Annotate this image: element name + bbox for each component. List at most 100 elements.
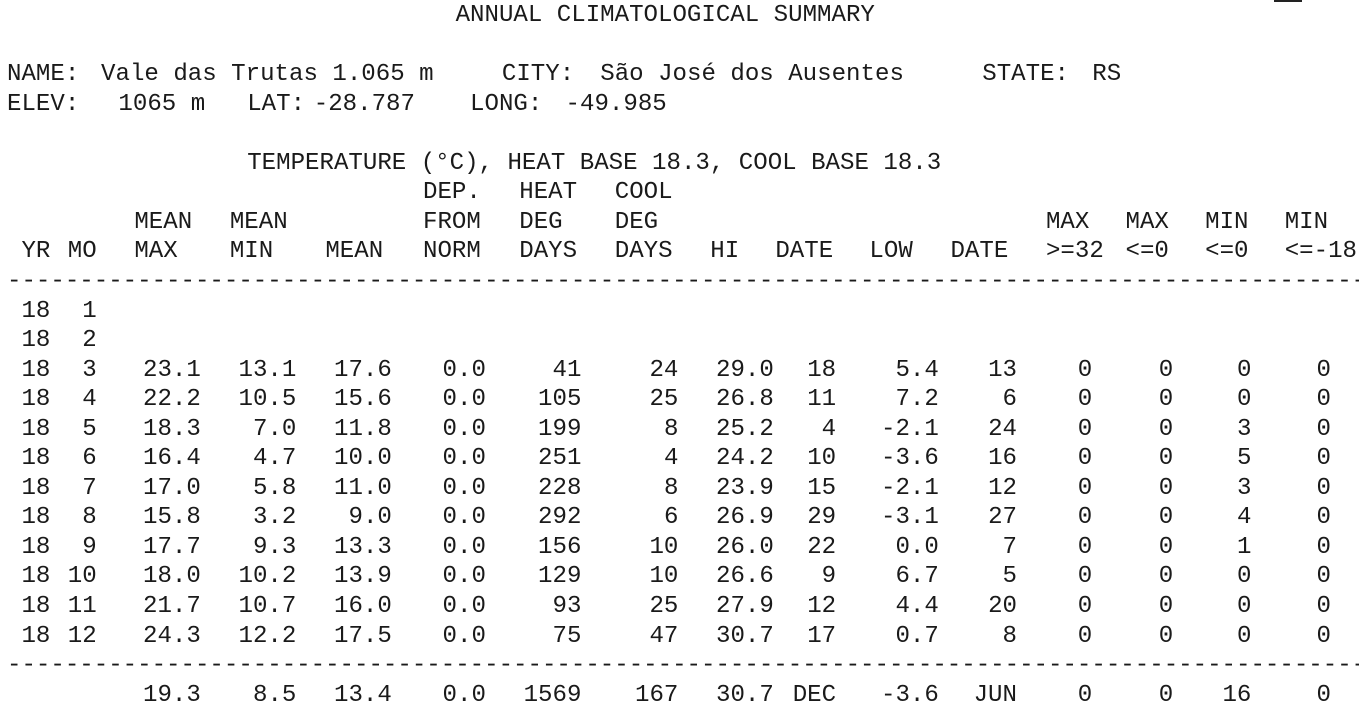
row-cell: 27.9 xyxy=(716,593,774,620)
row-cell: 5 xyxy=(1002,563,1017,591)
column-header-heat-deg-days: DEG xyxy=(519,208,563,236)
row-cell: 17.7 xyxy=(143,533,201,561)
row-cell: 0 xyxy=(1158,356,1174,384)
row-cell: 17 xyxy=(807,622,837,650)
row-cell: 29 xyxy=(807,504,837,532)
row-month: 6 xyxy=(82,445,97,473)
summary-cell: 0 xyxy=(1158,681,1174,709)
row-cell: 9.0 xyxy=(348,504,392,532)
summary-cell: 19.3 xyxy=(143,681,201,709)
row-cell: 26.8 xyxy=(716,386,774,414)
row-cell: 156 xyxy=(538,533,582,561)
row-cell: 13.9 xyxy=(334,563,392,591)
row-cell: 0.0 xyxy=(442,386,486,414)
row-cell: 4 xyxy=(663,445,679,473)
row-cell: 10 xyxy=(649,533,679,561)
row-cell: 10.0 xyxy=(334,445,392,473)
row-cell: 7 xyxy=(1002,533,1017,561)
row-cell: 15.8 xyxy=(143,504,201,532)
summary-cell: 1569 xyxy=(523,681,582,709)
row-cell: 0 xyxy=(1316,622,1331,650)
row-cell: 0 xyxy=(1236,563,1252,591)
column-header-mean-max: MAX xyxy=(134,238,178,266)
row-cell: 10.5 xyxy=(238,386,297,414)
row-year: 18 xyxy=(21,386,51,414)
row-cell: 0 xyxy=(1077,504,1093,532)
column-header-dep-from-norm: DEP. xyxy=(423,179,481,207)
row-cell: 7.0 xyxy=(252,415,297,443)
column-header-mo: MO xyxy=(67,238,97,266)
station-long: -49.985 xyxy=(565,90,667,118)
summary-cell: 8.5 xyxy=(252,681,297,709)
row-cell: 0.0 xyxy=(442,356,486,384)
row-cell: 25 xyxy=(649,386,679,414)
row-cell: 0 xyxy=(1316,356,1331,384)
station-elev: 1065 m xyxy=(118,90,206,118)
row-cell: 0 xyxy=(1316,474,1331,502)
row-year: 18 xyxy=(21,415,51,443)
city-label: CITY: xyxy=(501,61,575,89)
column-header-cool-deg-days: DEG xyxy=(614,208,659,236)
row-cell: 11 xyxy=(807,386,837,414)
row-year: 18 xyxy=(21,297,51,325)
row-cell: 0 xyxy=(1158,386,1174,414)
row-cell: 0 xyxy=(1077,622,1093,650)
report-title-text: ANNUAL CLIMATOLOGICAL SUMMARY xyxy=(455,2,875,29)
row-cell: 0 xyxy=(1236,622,1252,650)
row-month: 9 xyxy=(82,533,97,561)
row-cell: 0.0 xyxy=(442,504,486,532)
row-cell: 1 xyxy=(1236,533,1252,561)
row-cell: 0.7 xyxy=(895,622,939,650)
row-month: 10 xyxy=(67,563,97,591)
row-cell: 0.0 xyxy=(442,415,486,443)
table-header-separator: ----------------------------------------… xyxy=(7,267,1359,295)
state-label: STATE: xyxy=(982,61,1070,89)
column-header-low: LOW xyxy=(869,238,913,266)
row-cell: 7.2 xyxy=(895,386,939,414)
row-cell: 26.0 xyxy=(716,533,774,561)
row-cell: 13.1 xyxy=(238,356,297,384)
row-cell: 12 xyxy=(807,593,837,620)
row-cell: 0 xyxy=(1077,445,1093,473)
column-header-mean-min: MIN xyxy=(229,238,274,266)
row-month: 5 xyxy=(82,415,97,443)
column-header-dep-from-norm: FROM xyxy=(423,208,481,236)
summary-cell: 167 xyxy=(634,681,679,709)
row-cell: 13 xyxy=(988,356,1017,384)
row-cell: 0 xyxy=(1236,356,1252,384)
row-cell: 4.7 xyxy=(252,445,297,473)
station-lat: -28.787 xyxy=(313,90,415,118)
row-cell: 4.4 xyxy=(895,593,939,620)
row-cell: 9.3 xyxy=(252,533,297,561)
row-cell: 4 xyxy=(821,415,837,443)
row-cell: 105 xyxy=(538,386,582,414)
column-header-yr: YR xyxy=(21,238,51,266)
row-cell: 18.3 xyxy=(143,415,201,443)
row-cell: 0 xyxy=(1316,504,1331,532)
row-cell: 292 xyxy=(538,504,582,532)
row-cell: 24.3 xyxy=(143,622,201,650)
row-cell: 0 xyxy=(1077,533,1093,561)
row-cell: 29.0 xyxy=(716,356,774,384)
row-year: 18 xyxy=(21,504,51,532)
column-header-max-le-0: <=0 xyxy=(1125,238,1169,266)
row-cell: 21.7 xyxy=(143,593,201,620)
row-cell: 25 xyxy=(649,593,679,620)
row-cell: 0.0 xyxy=(442,533,486,561)
row-cell: 251 xyxy=(538,445,582,473)
column-header-cool-deg-days: DAYS xyxy=(614,238,673,266)
row-cell: 12 xyxy=(988,474,1017,502)
row-cell: 25.2 xyxy=(716,415,774,443)
row-cell: 20 xyxy=(988,593,1017,620)
row-cell: 41 xyxy=(552,356,582,384)
row-month: 1 xyxy=(82,297,97,325)
column-header-hi-date: DATE xyxy=(775,238,834,266)
row-cell: 0 xyxy=(1077,593,1093,620)
column-header-mean-min: MEAN xyxy=(229,208,288,236)
row-month: 8 xyxy=(82,504,97,532)
window-minimize-mark xyxy=(1274,0,1302,2)
row-year: 18 xyxy=(21,474,51,502)
column-header-hi: HI xyxy=(710,238,740,266)
row-cell: 228 xyxy=(538,474,582,502)
row-cell: 0 xyxy=(1158,415,1174,443)
